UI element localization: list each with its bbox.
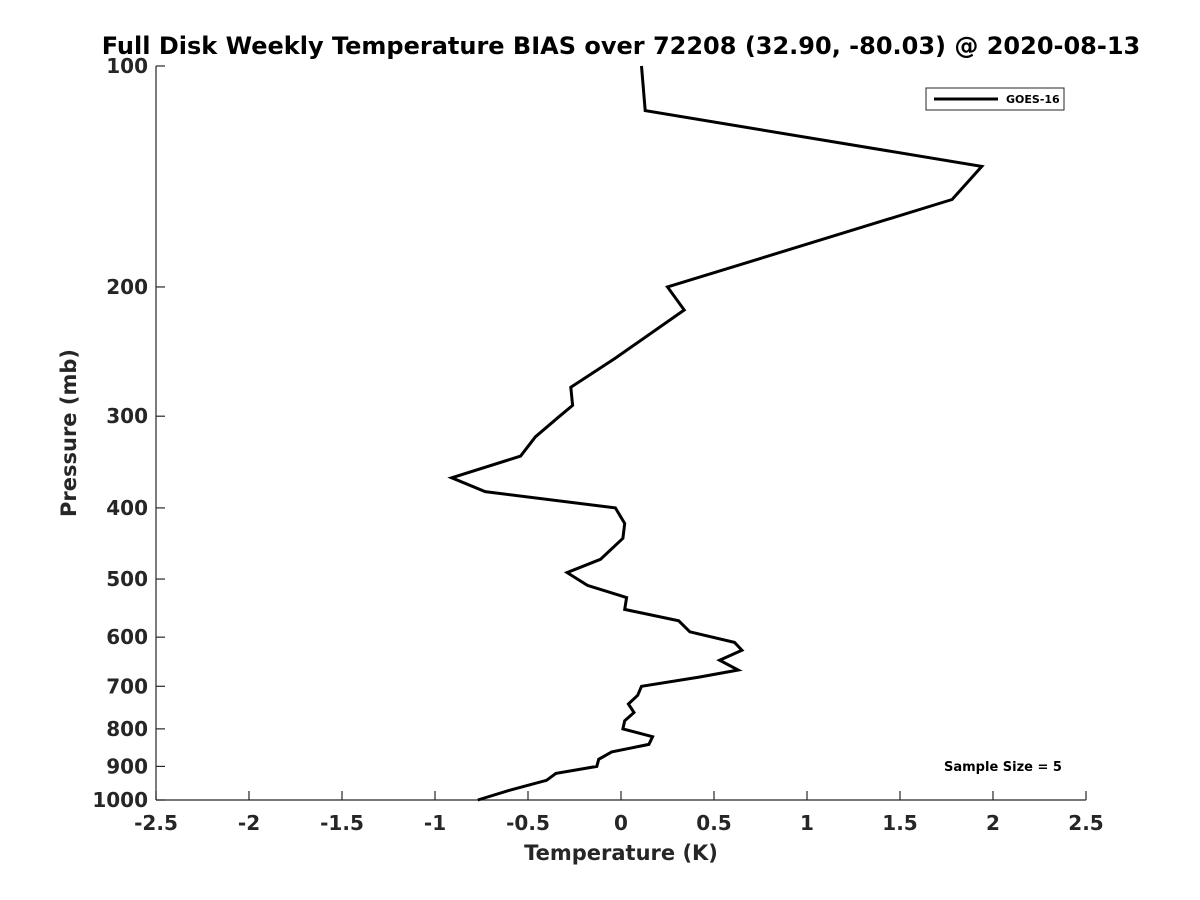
x-tick-label: 0 — [614, 811, 628, 835]
x-tick-label: 2.5 — [1068, 811, 1103, 835]
y-tick-label: 800 — [106, 717, 148, 741]
legend: GOES-16 — [925, 87, 1065, 111]
x-tick-label: -0.5 — [506, 811, 550, 835]
x-tick-label: 1 — [800, 811, 814, 835]
x-tick-label: -1 — [424, 811, 446, 835]
y-tick-label: 900 — [106, 754, 148, 778]
x-tick-label: -2 — [238, 811, 260, 835]
y-tick-label: 700 — [106, 674, 148, 698]
x-ticks: -2.5 -2 -1.5 -1 -0.5 0 0.5 1 1.5 2 2.5 — [134, 791, 1104, 835]
y-ticks: 100 200 300 400 500 600 700 800 900 1000 — [92, 54, 165, 812]
x-tick-label: 1.5 — [882, 811, 917, 835]
y-tick-label: 400 — [106, 496, 148, 520]
series-line-goes-16 — [447, 65, 985, 802]
y-tick-label: 500 — [106, 567, 148, 591]
legend-label-goes-16: GOES-16 — [1006, 93, 1060, 106]
x-tick-label: -1.5 — [320, 811, 364, 835]
x-tick-label: -2.5 — [134, 811, 178, 835]
y-tick-label: 200 — [106, 275, 148, 299]
y-tick-label: 600 — [106, 625, 148, 649]
y-tick-label: 300 — [106, 404, 148, 428]
x-axis-label: Temperature (K) — [524, 841, 718, 865]
y-axis-label: Pressure (mb) — [57, 349, 81, 517]
x-tick-label: 2 — [986, 811, 1000, 835]
chart-title: Full Disk Weekly Temperature BIAS over 7… — [102, 32, 1141, 60]
y-tick-label: 100 — [106, 54, 148, 78]
y-tick-label: 1000 — [92, 788, 148, 812]
sample-size-annotation: Sample Size = 5 — [944, 760, 1062, 775]
series-layer — [447, 65, 985, 802]
x-tick-label: 0.5 — [696, 811, 731, 835]
